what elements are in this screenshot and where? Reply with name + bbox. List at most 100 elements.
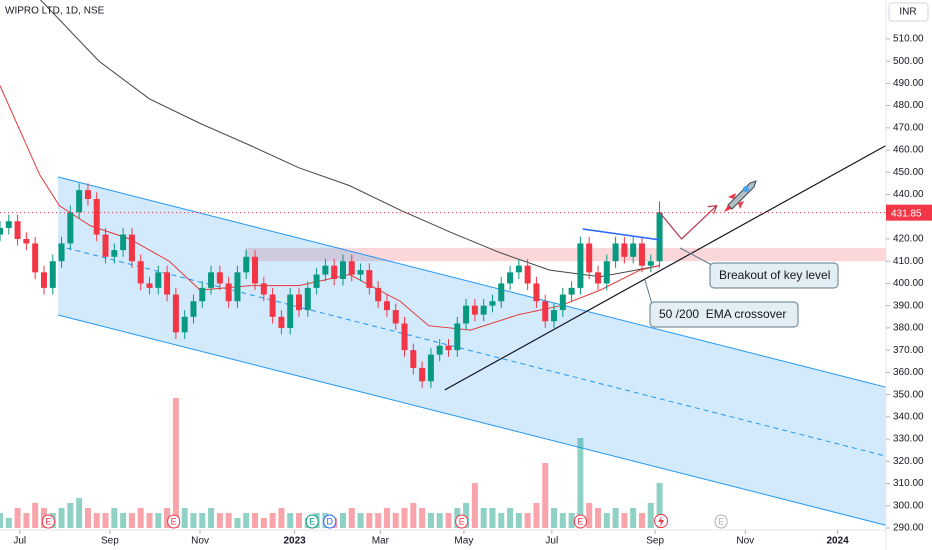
candle-body bbox=[586, 243, 593, 273]
candle-body bbox=[577, 243, 584, 288]
volume-bar bbox=[357, 513, 364, 528]
ema-line bbox=[39, 0, 660, 278]
volume-bar bbox=[155, 513, 162, 528]
candle-body bbox=[172, 294, 179, 333]
volume-bar bbox=[568, 513, 575, 528]
currency-box[interactable] bbox=[888, 2, 929, 22]
rocket-icon bbox=[724, 180, 757, 212]
event-label: D bbox=[327, 516, 334, 526]
y-tick-label: 300.00 bbox=[893, 500, 924, 511]
candle-body bbox=[32, 243, 39, 273]
candle-body bbox=[436, 345, 443, 355]
y-tick-label: 410.00 bbox=[893, 256, 924, 267]
candle-body bbox=[445, 345, 452, 351]
currency[interactable]: INR bbox=[899, 7, 916, 18]
candle-body bbox=[471, 305, 478, 315]
volume-bar bbox=[656, 483, 663, 528]
x-tick-label: Mar bbox=[372, 536, 390, 547]
candle-body bbox=[313, 274, 320, 288]
candle-body bbox=[23, 238, 30, 244]
candle-body bbox=[120, 234, 127, 251]
candle-body bbox=[278, 316, 285, 328]
candle-body bbox=[656, 212, 663, 262]
volume-bar bbox=[111, 508, 118, 528]
volume-bar bbox=[102, 513, 109, 528]
volume-bar bbox=[208, 508, 215, 528]
y-tick-label: 420.00 bbox=[893, 234, 924, 245]
annotation-text: 50 /200 EMA crossover bbox=[659, 307, 786, 321]
candle-body bbox=[208, 272, 215, 288]
candle-body bbox=[93, 198, 100, 235]
volume-bar bbox=[507, 508, 514, 528]
candle-body bbox=[269, 294, 276, 317]
y-tick-label: 350.00 bbox=[893, 389, 924, 400]
candle-body bbox=[49, 261, 56, 288]
candle-body bbox=[0, 227, 3, 235]
candle-body bbox=[647, 261, 654, 266]
key-level-zone bbox=[244, 247, 886, 262]
candle-body bbox=[137, 261, 144, 284]
volume-bar bbox=[630, 508, 637, 528]
y-tick-label: 330.00 bbox=[893, 434, 924, 445]
volume-bar bbox=[445, 513, 452, 528]
y-tick-label: 340.00 bbox=[893, 411, 924, 422]
volume-bar bbox=[471, 483, 478, 528]
volume-bar bbox=[383, 508, 390, 528]
candle-body bbox=[234, 272, 241, 302]
candle-body bbox=[155, 272, 162, 288]
event-label: E bbox=[577, 516, 583, 526]
annotation-pointer bbox=[679, 247, 713, 266]
volume-bar bbox=[0, 513, 3, 528]
volume-bar bbox=[58, 508, 65, 528]
x-tick-label: Sep bbox=[646, 536, 664, 547]
candle-body bbox=[410, 350, 417, 368]
candle-body bbox=[14, 221, 21, 239]
y-tick-label: 380.00 bbox=[893, 323, 924, 334]
volume-bar bbox=[480, 508, 487, 528]
candle-body bbox=[533, 283, 540, 302]
candle-body bbox=[287, 294, 294, 328]
candle-body bbox=[243, 256, 250, 273]
candle-body bbox=[638, 243, 645, 266]
volume-bar bbox=[410, 503, 417, 528]
candle-body bbox=[603, 261, 610, 284]
channel-lower bbox=[57, 314, 886, 526]
event-label: E bbox=[171, 516, 177, 526]
candle-body bbox=[164, 272, 171, 295]
x-tick-label: Sep bbox=[101, 536, 119, 547]
candle-body bbox=[40, 272, 47, 288]
y-tick-label: 480.00 bbox=[893, 100, 924, 111]
volume-bar bbox=[278, 508, 285, 528]
candle-body bbox=[401, 323, 408, 351]
y-tick-label: 390.00 bbox=[893, 300, 924, 311]
volume-bar bbox=[243, 513, 250, 528]
last-price-label: 431.85 bbox=[891, 208, 922, 219]
candle-body bbox=[480, 305, 487, 315]
chart-title: WIPRO LTD, 1D, NSE bbox=[5, 6, 105, 17]
candle-body bbox=[146, 283, 153, 288]
volume-bar bbox=[252, 513, 259, 528]
volume-bar bbox=[32, 503, 39, 528]
volume-bar bbox=[586, 503, 593, 528]
volume-bar bbox=[76, 498, 83, 528]
y-tick-label: 290.00 bbox=[893, 523, 924, 534]
candle-body bbox=[419, 367, 426, 382]
y-tick-label: 450.00 bbox=[893, 167, 924, 178]
candle-body bbox=[498, 283, 505, 302]
candle-body bbox=[507, 272, 514, 284]
candle-body bbox=[542, 301, 549, 322]
candle-body bbox=[515, 265, 522, 273]
event-label: E bbox=[309, 516, 315, 526]
channel-upper bbox=[57, 176, 886, 388]
volume-bar bbox=[199, 513, 206, 528]
volume-bar bbox=[401, 508, 408, 528]
volume-bar bbox=[287, 513, 294, 528]
volume-bar bbox=[498, 513, 505, 528]
candle-body bbox=[322, 265, 329, 275]
volume-bar bbox=[489, 508, 496, 528]
volume-bar bbox=[392, 513, 399, 528]
candle-body bbox=[383, 301, 390, 311]
y-tick-label: 400.00 bbox=[893, 278, 924, 289]
event-icon bbox=[714, 514, 728, 529]
